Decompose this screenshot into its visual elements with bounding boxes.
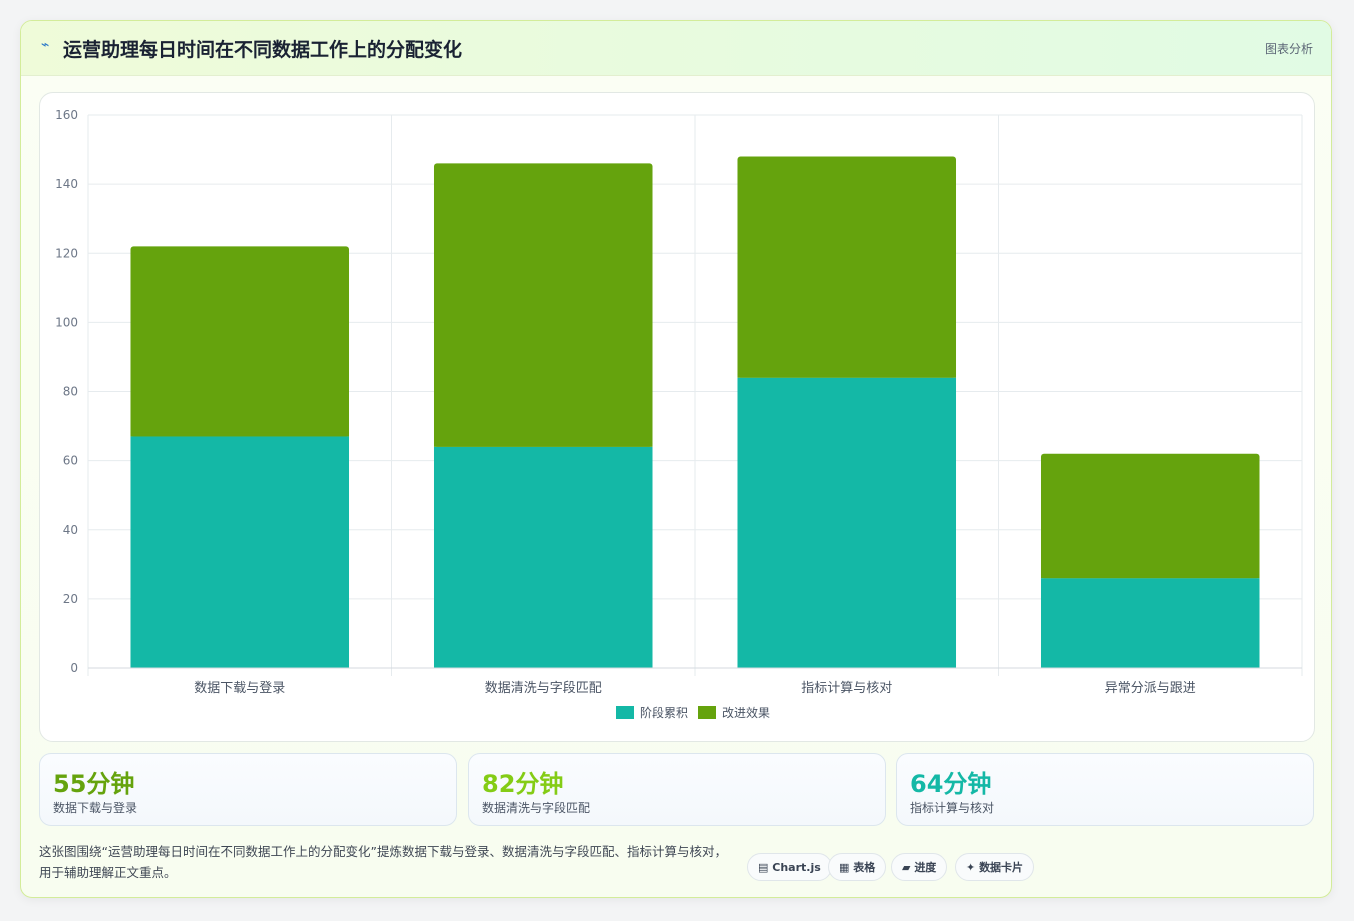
bar-segment-stage-cumulative[interactable] bbox=[433, 446, 653, 668]
pill-label: 进度 bbox=[914, 861, 937, 874]
stat-label: 数据清洗与字段匹配 bbox=[482, 801, 591, 815]
stat-card-cleaning: 82分钟 数据清洗与字段匹配 bbox=[468, 753, 886, 826]
data-card-icon: ✦ bbox=[966, 861, 976, 874]
legend-label[interactable]: 阶段累积 bbox=[640, 705, 688, 720]
card-title: 运营助理每日时间在不同数据工作上的分配变化 bbox=[63, 39, 463, 61]
stat-card-download: 55分钟 数据下载与登录 bbox=[39, 753, 457, 826]
bar-segment-stage-cumulative[interactable] bbox=[737, 377, 957, 668]
bar-segment-fill bbox=[130, 432, 350, 437]
stacked-bar-chart: 0 20 40 60 80 100 120 140 160 数据下载与登录 数据清洗与字段匹配 指标计… bbox=[55, 108, 1303, 720]
table-pill[interactable]: ▦ 表格 bbox=[828, 853, 887, 881]
chart-card: ⌁ 运营助理每日时间在不同数据工作上的分配变化 图表分析 0 20 40 60 80 10… bbox=[20, 20, 1332, 898]
y-tick-label: 40 bbox=[63, 523, 78, 537]
bar-segment-stage-cumulative[interactable] bbox=[1040, 578, 1260, 668]
x-tick-label: 指标计算与核对 bbox=[801, 681, 892, 696]
chartjs-pill[interactable]: ▤ Chart.js bbox=[747, 853, 832, 881]
legend-swatch[interactable] bbox=[698, 706, 716, 719]
y-tick-label: 140 bbox=[55, 177, 78, 191]
y-tick-label: 160 bbox=[55, 108, 78, 122]
bar-segment-fill bbox=[1040, 574, 1260, 579]
data-card-pill[interactable]: ✦ 数据卡片 bbox=[955, 853, 1035, 881]
pill-label: Chart.js bbox=[772, 861, 821, 874]
sparkline-icon: ⌁ bbox=[41, 37, 50, 53]
chart-analysis-tag: 图表分析 bbox=[1264, 42, 1313, 56]
legend-label[interactable]: 改进效果 bbox=[722, 705, 770, 720]
y-tick-label: 60 bbox=[63, 454, 78, 468]
y-tick-label: 100 bbox=[55, 315, 78, 329]
table-icon: ▦ bbox=[839, 861, 850, 874]
chart-icon: ▤ bbox=[758, 861, 769, 874]
stat-value: 55分钟 bbox=[53, 770, 135, 798]
x-tick-label: 数据清洗与字段匹配 bbox=[485, 681, 602, 696]
pill-label: 数据卡片 bbox=[979, 861, 1024, 874]
stat-value: 64分钟 bbox=[910, 770, 992, 798]
bar-segment-improvement[interactable] bbox=[1040, 453, 1260, 579]
stat-value: 82分钟 bbox=[482, 770, 564, 798]
y-tick-label: 20 bbox=[63, 592, 78, 606]
bar-segment-improvement[interactable] bbox=[737, 156, 957, 378]
progress-icon: ▰ bbox=[902, 861, 911, 874]
progress-pill[interactable]: ▰ 进度 bbox=[891, 853, 948, 881]
stat-card-metrics: 64分钟 指标计算与核对 bbox=[896, 753, 1314, 826]
y-tick-label: 120 bbox=[55, 246, 78, 260]
bar-segment-stage-cumulative[interactable] bbox=[130, 436, 350, 668]
y-tick-label: 80 bbox=[63, 385, 78, 399]
bar-segment-fill bbox=[433, 442, 653, 447]
x-tick-label: 异常分派与跟进 bbox=[1105, 681, 1196, 696]
stat-label: 数据下载与登录 bbox=[53, 801, 138, 815]
bar-segment-improvement[interactable] bbox=[130, 246, 350, 437]
legend-swatch[interactable] bbox=[616, 706, 634, 719]
bar-segment-improvement[interactable] bbox=[433, 163, 653, 447]
bar-segment-fill bbox=[737, 373, 957, 378]
x-tick-label: 数据下载与登录 bbox=[194, 681, 285, 696]
chart-panel: 0 20 40 60 80 100 120 140 160 数据下载与登录 数据清洗与字段匹配 指标计… bbox=[39, 92, 1315, 742]
pill-label: 表格 bbox=[853, 861, 876, 874]
stat-label: 指标计算与核对 bbox=[910, 801, 995, 815]
card-header: ⌁ 运营助理每日时间在不同数据工作上的分配变化 图表分析 bbox=[21, 21, 1331, 76]
chart-description: 这张图围绕“运营助理每日时间在不同数据工作上的分配变化”提炼数据下载与登录、数据… bbox=[39, 844, 727, 880]
y-tick-label: 0 bbox=[70, 661, 78, 675]
